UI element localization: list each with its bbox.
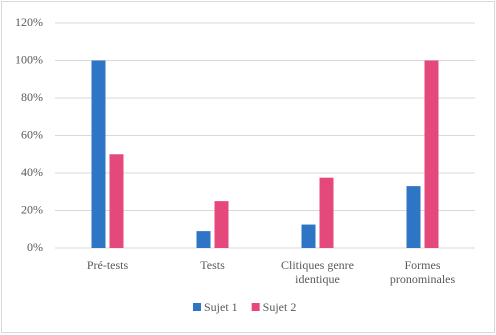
bar xyxy=(109,154,124,248)
bar xyxy=(91,60,106,248)
legend-swatch xyxy=(251,303,260,311)
x-tick-label: Pré-tests xyxy=(86,258,129,272)
legend-label: Sujet 1 xyxy=(204,300,238,314)
y-tick-label: 80% xyxy=(21,90,43,104)
bar xyxy=(196,231,211,248)
bar xyxy=(214,201,229,248)
x-tick-label: Clitiques genre identique xyxy=(281,258,354,286)
legend-swatch xyxy=(193,303,201,311)
y-tick-label: 0% xyxy=(27,240,43,254)
y-tick-label: 100% xyxy=(15,52,43,66)
x-tick-label: Tests xyxy=(200,258,225,272)
y-tick-label: 60% xyxy=(21,127,43,141)
legend-label: Sujet 2 xyxy=(263,300,297,314)
y-tick-label: 120% xyxy=(15,15,43,29)
y-tick-label: 20% xyxy=(21,202,43,216)
bar xyxy=(406,186,421,248)
bar xyxy=(301,224,316,248)
bar xyxy=(424,60,439,248)
y-tick-label: 40% xyxy=(21,165,43,179)
bar xyxy=(319,177,334,248)
x-tick-label: Formes pronominales xyxy=(389,258,456,286)
